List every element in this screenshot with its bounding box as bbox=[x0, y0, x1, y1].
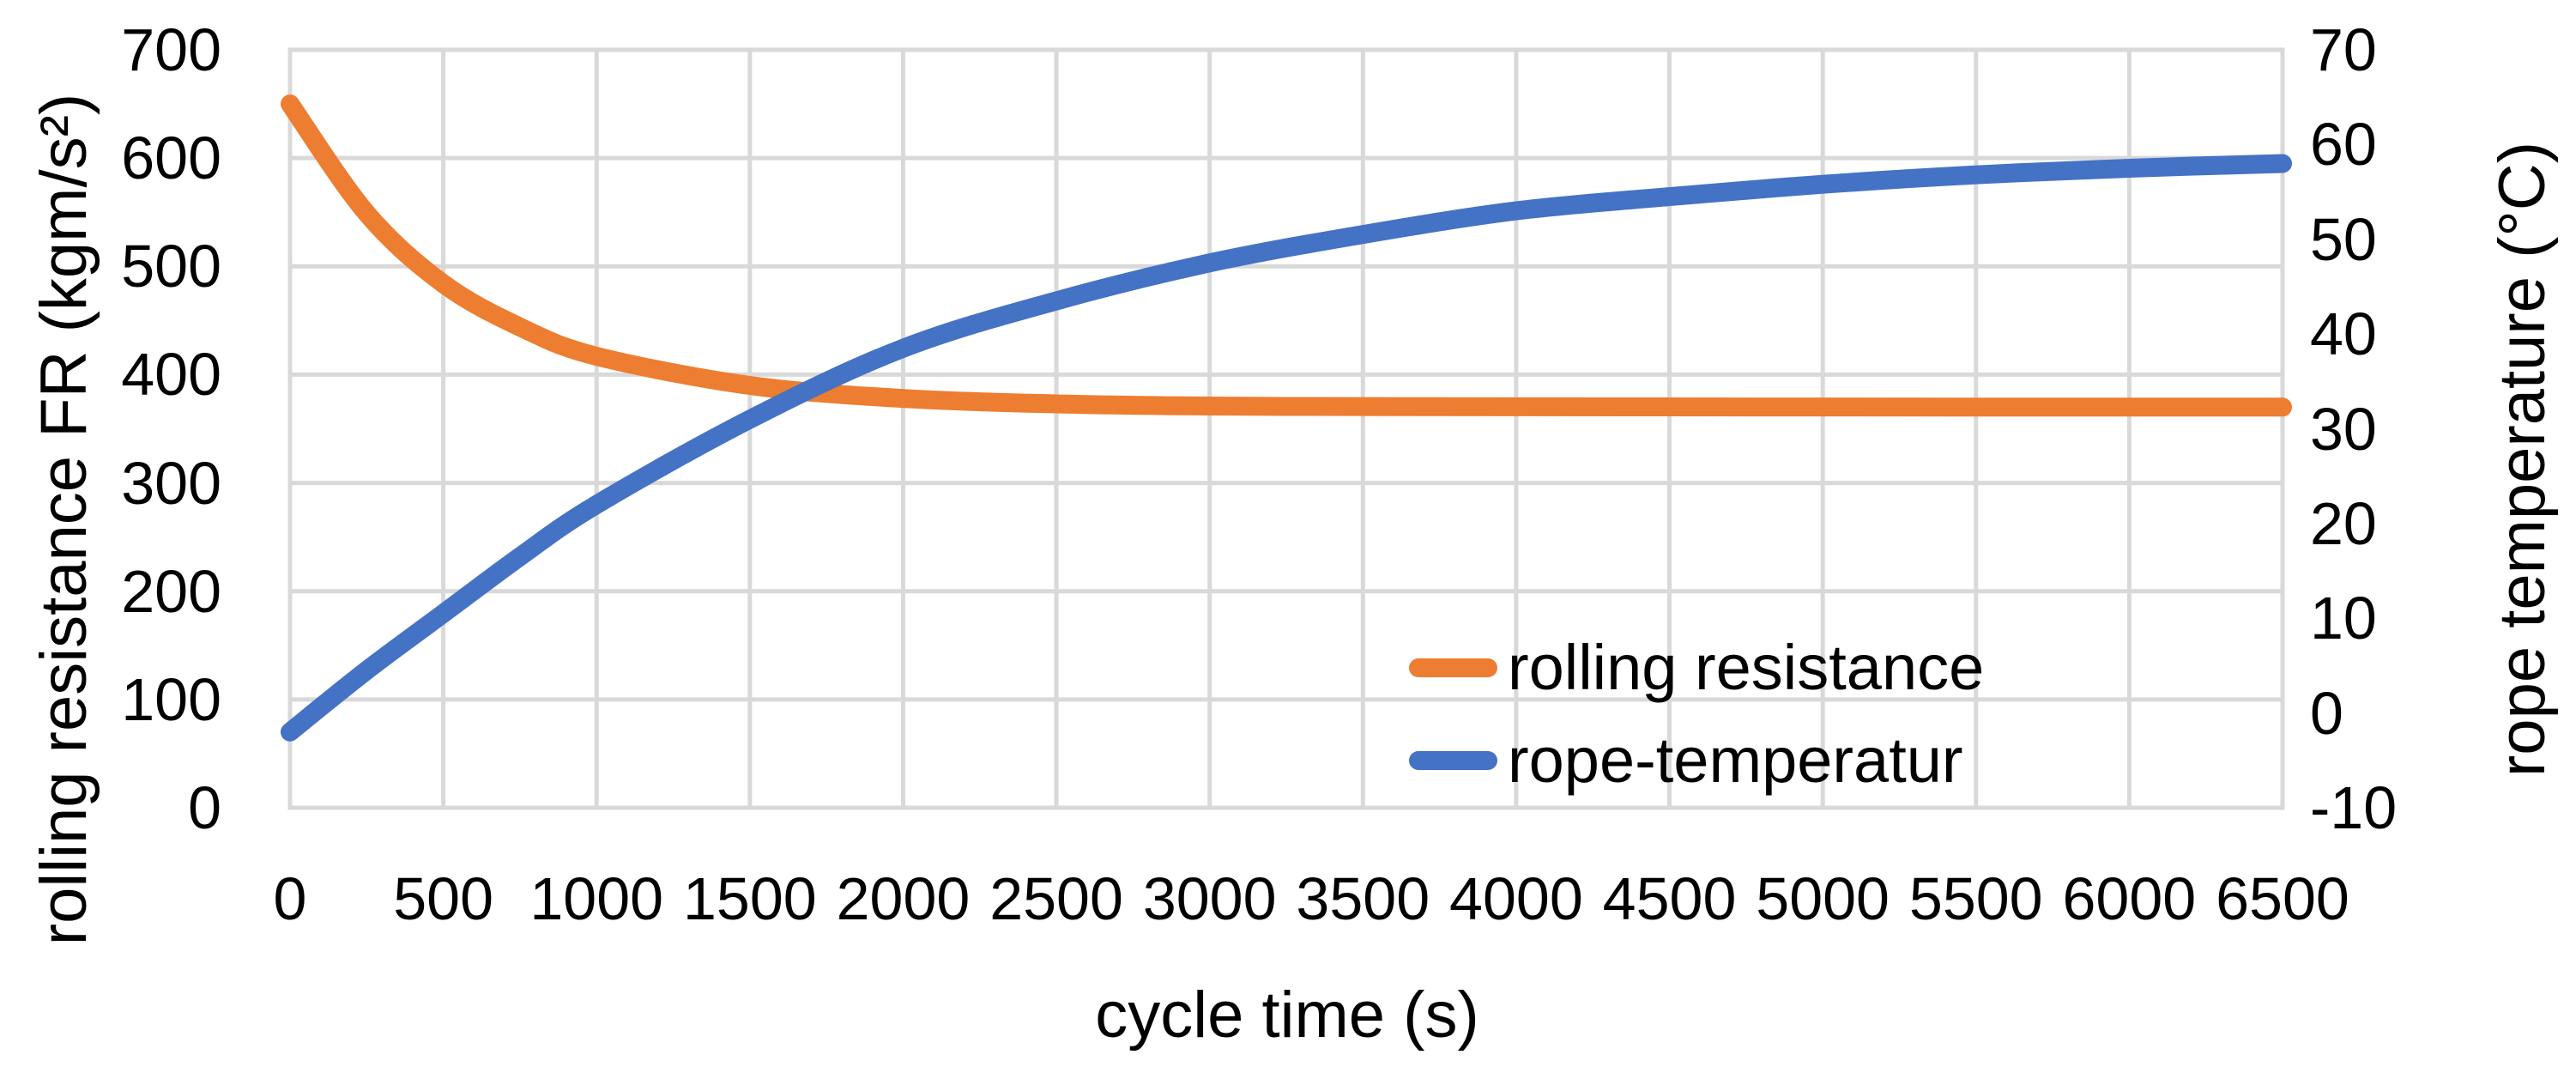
left-y-tick-label: 700 bbox=[121, 16, 221, 83]
right-y-tick-label: 10 bbox=[2310, 585, 2377, 652]
legend-label-rope-temperatur: rope-temperatur bbox=[1508, 724, 1963, 796]
legend-item-rope-temperatur: rope-temperatur bbox=[1409, 728, 1984, 793]
left-y-tick-label: 300 bbox=[121, 449, 221, 517]
legend-label-rolling-resistance: rolling resistance bbox=[1508, 632, 1985, 703]
x-tick-label: 2000 bbox=[836, 865, 971, 932]
right-y-tick-label: -10 bbox=[2310, 774, 2398, 841]
right-y-tick-label: 40 bbox=[2310, 300, 2377, 368]
x-tick-label: 6500 bbox=[2216, 865, 2349, 932]
left-y-tick-label: 100 bbox=[121, 665, 221, 733]
right-y-tick-label: 30 bbox=[2310, 395, 2377, 463]
x-axis-title: cycle time (s) bbox=[1095, 979, 1479, 1052]
x-tick-label: 4500 bbox=[1602, 865, 1737, 932]
x-tick-label: 1500 bbox=[682, 865, 817, 932]
series-line-rolling-resistance bbox=[281, 94, 2292, 417]
right-y-tick-label: 20 bbox=[2310, 489, 2377, 557]
right-y-tick-label: 0 bbox=[2310, 679, 2343, 747]
left-y-tick-label: 0 bbox=[188, 774, 221, 841]
x-tick-label: 3500 bbox=[1296, 865, 1430, 932]
right-y-tick-label: 70 bbox=[2310, 16, 2377, 83]
x-tick-label: 5500 bbox=[1908, 865, 2043, 932]
legend-swatch-rope-temperatur bbox=[1409, 751, 1497, 770]
x-tick-label: 2500 bbox=[989, 865, 1123, 932]
left-y-tick-label: 200 bbox=[121, 557, 221, 625]
left-y-tick-label: 400 bbox=[121, 341, 221, 409]
x-tick-label: 1000 bbox=[529, 865, 664, 932]
x-tick-label: 5000 bbox=[1756, 865, 1890, 932]
legend-item-rolling-resistance: rolling resistance bbox=[1409, 635, 1984, 700]
left-y-tick-label: 500 bbox=[121, 233, 221, 300]
plot-border bbox=[287, 47, 2285, 810]
series-line-rope-temperatur bbox=[281, 154, 2292, 742]
x-tick-label: 3000 bbox=[1142, 865, 1277, 932]
x-tick-label: 6000 bbox=[2062, 865, 2197, 932]
legend: rolling resistance rope-temperatur bbox=[1409, 635, 1984, 793]
legend-swatch-rolling-resistance bbox=[1409, 658, 1497, 677]
left-y-tick-label: 600 bbox=[121, 124, 221, 192]
right-y-tick-label: 60 bbox=[2310, 111, 2377, 179]
x-tick-label: 0 bbox=[273, 865, 307, 932]
x-tick-label: 500 bbox=[393, 865, 493, 932]
x-tick-label: 4000 bbox=[1449, 865, 1583, 932]
right-y-tick-label: 50 bbox=[2310, 205, 2377, 273]
